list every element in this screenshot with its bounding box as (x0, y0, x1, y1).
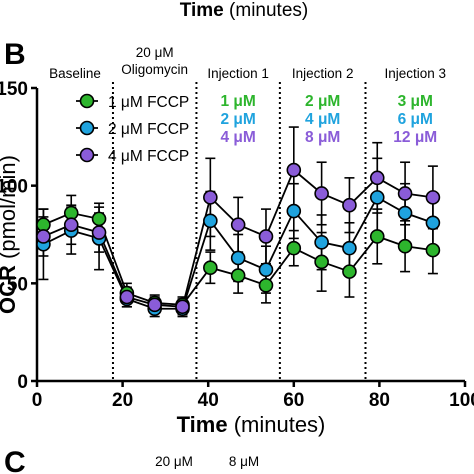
data-point (36, 229, 51, 244)
previous-xlabel-bold: Time (180, 0, 224, 21)
previous-xlabel-rest: (minutes) (224, 0, 308, 21)
data-point (91, 225, 107, 240)
phase-label: Baseline (49, 66, 101, 81)
y-tick-label: 0 (17, 372, 28, 393)
svg-text:Time (minutes): Time (minutes) (180, 0, 308, 21)
phase-label: Injection 3 (384, 66, 446, 81)
next-panel-label: 20 μM (155, 454, 193, 469)
data-point (230, 217, 246, 233)
data-point (147, 297, 162, 313)
data-point (175, 299, 190, 315)
phase-label: Injection 1 (207, 66, 269, 81)
panel-letter: B (4, 38, 26, 71)
y-tick-label: 50 (7, 274, 28, 295)
x-axis-label: Time (minutes) (177, 412, 326, 437)
data-point (286, 203, 302, 219)
legend-label: 1 μM FCCP (108, 94, 189, 111)
x-tick-label: 60 (283, 390, 304, 411)
dose-label: 12 μM (393, 129, 437, 146)
data-point (425, 190, 441, 205)
data-point (314, 235, 329, 250)
x-tick-label: 20 (112, 390, 133, 411)
data-point (286, 162, 302, 178)
series-layer (36, 126, 441, 318)
y-axis-label-rest: (pmol/min) (0, 155, 20, 265)
dose-label: 1 μM (220, 93, 255, 110)
dose-label: 8 μM (305, 129, 340, 146)
data-point (203, 213, 218, 229)
data-point (369, 190, 385, 205)
dose-label: 4 μM (220, 129, 255, 146)
phase-label: Oligomycin (121, 62, 188, 77)
data-point (397, 186, 413, 201)
x-tick-label: 0 (32, 390, 43, 411)
legend-marker (79, 93, 95, 109)
data-point (258, 277, 274, 293)
data-point (425, 242, 441, 258)
x-tick-label: 80 (369, 390, 390, 411)
data-point (286, 240, 302, 256)
data-point (258, 229, 274, 244)
chart-axes: 0 50 100 150 0 20 40 60 80 100 Time (minutes) OCR (… (0, 79, 474, 437)
data-point (314, 254, 329, 270)
previous-panel-xlabel: Time (minutes) (180, 0, 308, 21)
x-tick-label: 100 (449, 390, 474, 411)
y-tick-label: 100 (0, 177, 28, 198)
data-point (119, 289, 135, 305)
legend: 1 μM FCCP 2 μM FCCP 4 μM FCCP (76, 93, 189, 165)
data-point (342, 197, 357, 213)
next-panel-label: 8 μM (229, 454, 259, 469)
dose-label: 3 μM (398, 93, 433, 110)
y-axis-label: OCR (pmol/min) (0, 155, 20, 314)
data-point (369, 229, 385, 244)
next-panel: C 20 μM 8 μM (4, 446, 259, 474)
dose-label: 2 μM (305, 93, 340, 110)
data-point (342, 240, 357, 256)
y-tick-label: 150 (0, 79, 28, 100)
data-point (258, 262, 274, 277)
legend-label: 4 μM FCCP (108, 148, 189, 165)
data-point (342, 264, 357, 279)
data-point (230, 250, 246, 266)
dose-label: 2 μM (220, 111, 255, 128)
data-point (63, 217, 79, 233)
data-point (203, 260, 218, 276)
dose-label: 6 μM (398, 111, 433, 128)
data-point (425, 215, 441, 231)
data-point (314, 186, 329, 201)
next-panel-letter: C (4, 446, 26, 474)
x-axis-label-rest: (minutes) (228, 412, 326, 437)
phase-label: Injection 2 (292, 66, 354, 81)
data-point (397, 238, 413, 254)
data-point (91, 211, 107, 227)
legend-marker (79, 147, 95, 163)
legend-label: 2 μM FCCP (108, 121, 189, 138)
data-point (230, 268, 246, 283)
data-point (203, 190, 218, 205)
x-axis-label-bold: Time (177, 412, 228, 437)
y-axis-label-bold: OCR (0, 265, 20, 314)
x-tick-label: 40 (198, 390, 219, 411)
data-point (369, 170, 385, 186)
phase-label: 20 μM (136, 45, 174, 60)
legend-marker (79, 120, 95, 136)
dose-label: 4 μM (305, 111, 340, 128)
data-point (397, 205, 413, 221)
